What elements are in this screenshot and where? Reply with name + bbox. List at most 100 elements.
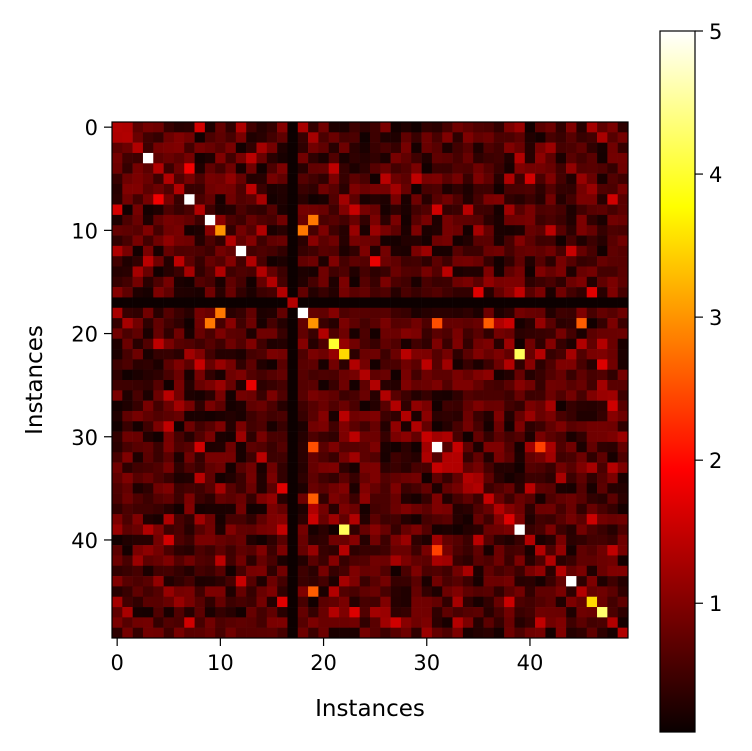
heatmap-cell (514, 452, 526, 463)
heatmap-cell (173, 534, 185, 546)
heatmap-cell (349, 607, 360, 618)
heatmap-cell (215, 400, 226, 412)
heatmap-cell (483, 287, 495, 298)
heatmap-cell (215, 359, 226, 370)
heatmap-cell (421, 359, 433, 370)
heatmap-cell (308, 194, 319, 205)
heatmap-cell (617, 503, 629, 515)
heatmap-cell (297, 256, 309, 267)
heatmap-cell (163, 534, 175, 546)
heatmap-cell (318, 245, 330, 257)
heatmap-cell (339, 400, 350, 412)
heatmap-cell (504, 132, 515, 143)
heatmap-cell (514, 472, 526, 484)
heatmap-cell (173, 266, 185, 278)
heatmap-cell (122, 276, 133, 288)
heatmap-cell (462, 183, 474, 195)
heatmap-cell (493, 503, 505, 515)
heatmap-cell (586, 380, 598, 391)
heatmap-cell (535, 245, 546, 257)
heatmap-cell (524, 607, 536, 618)
heatmap-cell (277, 349, 288, 360)
heatmap-cell (390, 245, 402, 257)
heatmap-cell (431, 514, 443, 525)
heatmap-cell (153, 493, 164, 505)
heatmap-cell (235, 359, 247, 370)
heatmap-cell (370, 555, 381, 567)
heatmap-cell (597, 256, 608, 267)
heatmap-cell (112, 163, 123, 174)
heatmap-cell (473, 328, 484, 340)
heatmap-cell (545, 452, 557, 463)
heatmap-cell (359, 441, 371, 453)
heatmap-cell (555, 235, 567, 247)
heatmap-cell (328, 441, 340, 453)
heatmap-cell (122, 173, 133, 185)
heatmap-cell (328, 514, 340, 525)
heatmap-cell (524, 514, 536, 525)
heatmap-cell (586, 483, 598, 494)
heatmap-cell (493, 534, 505, 546)
heatmap-cell (400, 617, 412, 628)
heatmap-cell (163, 514, 175, 525)
heatmap-cell (287, 297, 299, 309)
heatmap-cell (339, 328, 350, 340)
heatmap-cell (576, 576, 588, 587)
heatmap-cell (400, 380, 412, 391)
heatmap-cell (235, 545, 247, 556)
heatmap-cell (504, 266, 515, 278)
heatmap-cell (287, 514, 299, 525)
heatmap-cell (266, 441, 278, 453)
heatmap-cell (380, 431, 391, 443)
heatmap-cell (256, 400, 268, 412)
heatmap-cell (235, 204, 247, 216)
heatmap-cell (607, 586, 618, 598)
heatmap-cell (132, 276, 144, 288)
heatmap-cell (339, 514, 350, 525)
heatmap-cell (576, 349, 588, 360)
heatmap-cell (555, 431, 567, 443)
heatmap-cell (431, 142, 443, 154)
heatmap-cell (297, 627, 309, 639)
heatmap-cell (204, 122, 216, 133)
heatmap-cell (380, 380, 391, 391)
heatmap-cell (112, 287, 123, 298)
heatmap-cell (163, 163, 175, 174)
heatmap-cell (225, 287, 237, 298)
heatmap-cell (390, 452, 402, 463)
heatmap-cell (400, 576, 412, 587)
heatmap-cell (173, 596, 185, 608)
heatmap-cell (514, 410, 526, 422)
heatmap-cell (493, 256, 505, 267)
heatmap-cell (204, 307, 216, 319)
heatmap-cell (256, 214, 268, 226)
heatmap-cell (421, 421, 433, 432)
heatmap-cell (473, 472, 484, 484)
heatmap-cell (411, 452, 422, 463)
heatmap-cell (555, 163, 567, 174)
heatmap-cell (452, 266, 464, 278)
heatmap-cell (184, 586, 195, 598)
heatmap-cell (493, 183, 505, 195)
heatmap-cell (607, 152, 618, 164)
heatmap-cell (370, 627, 381, 639)
heatmap-cell (617, 369, 629, 381)
heatmap-cell (215, 122, 226, 133)
heatmap-cell (142, 472, 154, 484)
heatmap-cell (215, 142, 226, 154)
heatmap-cell (215, 349, 226, 360)
heatmap-cell (535, 596, 546, 608)
heatmap-cell (235, 194, 247, 205)
heatmap-cell (504, 596, 515, 608)
heatmap-cell (173, 194, 185, 205)
heatmap-cell (308, 132, 319, 143)
heatmap-cell (370, 307, 381, 319)
heatmap-cell (328, 627, 340, 639)
heatmap-cell (586, 287, 598, 298)
heatmap-cell (442, 214, 453, 226)
heatmap-cell (370, 328, 381, 340)
heatmap-cell (235, 297, 247, 309)
heatmap-cell (204, 349, 216, 360)
heatmap-cell (607, 318, 618, 329)
heatmap-cell (246, 256, 257, 267)
